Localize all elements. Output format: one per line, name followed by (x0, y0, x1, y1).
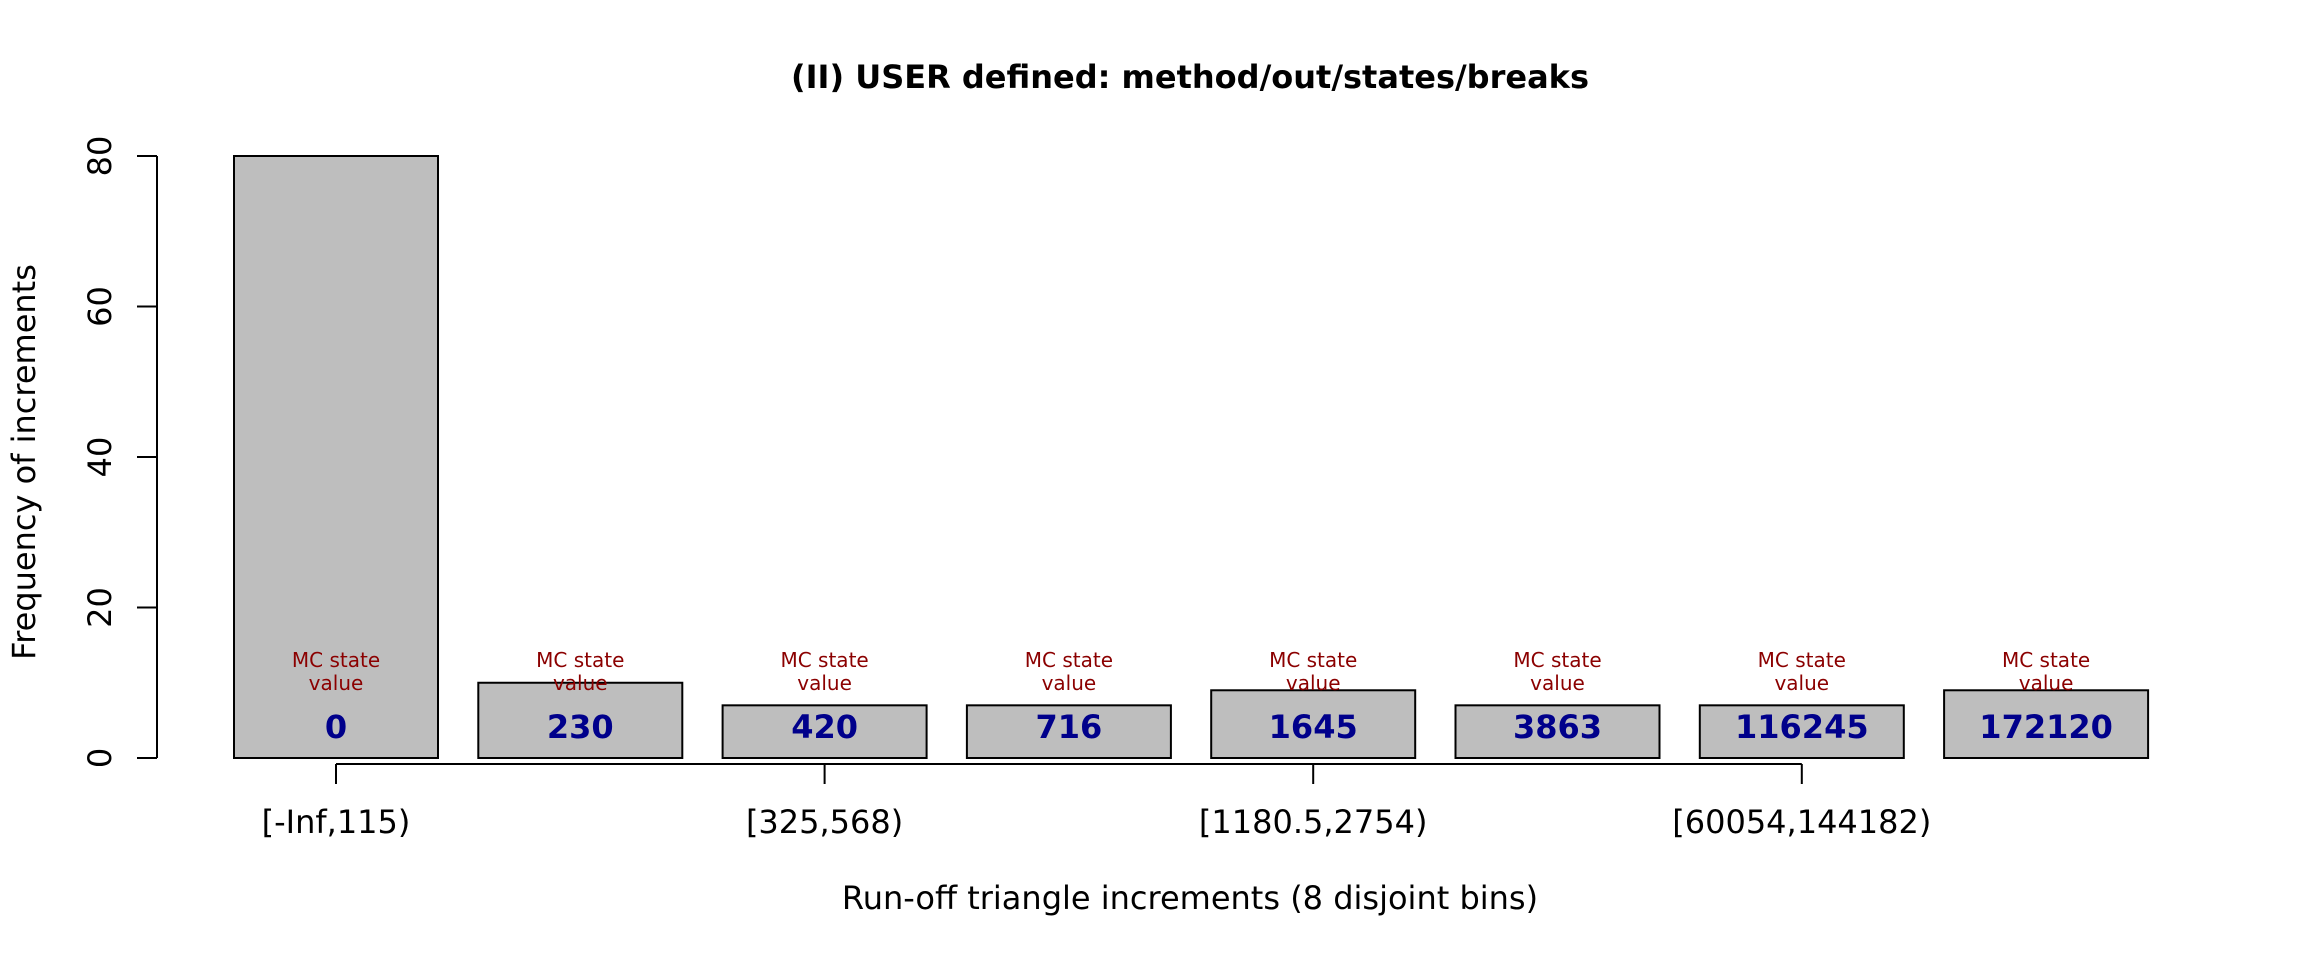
bar (1210, 689, 1417, 760)
y-axis: 0 20 40 60 80 (81, 136, 158, 768)
bar (721, 704, 928, 760)
x-tick-label: [60054,144182) (1672, 803, 1931, 841)
x-axis: [-Inf,115) [325,568) [1180.5,2754) [60054,1… (262, 763, 1931, 841)
bars-group (233, 155, 2150, 760)
state-value: 1645 (1269, 708, 1358, 746)
state-caption: MC state value (1025, 648, 1113, 695)
state-labels-group: MC state value 0 MC state value 230 MC state va… (292, 648, 2113, 746)
state-value: 716 (1036, 708, 1103, 746)
y-tick-label: 80 (81, 136, 119, 177)
state-value: 420 (791, 708, 858, 746)
bar (1454, 704, 1661, 760)
y-tick-label: 40 (81, 437, 119, 478)
bar (477, 681, 684, 759)
state-caption: MC state value (2002, 648, 2090, 695)
bar (233, 155, 439, 759)
chart-title: (II) USER defined: method/out/states/bre… (791, 58, 1589, 96)
state-caption: MC state value (1269, 648, 1357, 695)
bar (965, 704, 1172, 760)
bar (1943, 689, 2150, 760)
x-tick-label: [325,568) (746, 803, 903, 841)
state-caption: MC state value (780, 648, 868, 695)
state-caption: MC state value (536, 648, 624, 695)
x-tick-label: [1180.5,2754) (1199, 803, 1428, 841)
y-tick-label: 20 (81, 587, 119, 628)
y-tick-label: 60 (81, 286, 119, 327)
state-caption: MC state value (1513, 648, 1601, 695)
state-caption: MC state value (1758, 648, 1846, 695)
state-caption: MC state value (292, 648, 380, 695)
state-value: 230 (547, 708, 614, 746)
x-axis-label: Run-off triangle increments (8 disjoint … (842, 879, 1538, 917)
state-value: 172120 (1979, 708, 2113, 746)
x-tick-label: [-Inf,115) (262, 803, 411, 841)
state-value: 3863 (1513, 708, 1602, 746)
y-tick-label: 0 (81, 748, 119, 768)
state-value: 116245 (1735, 708, 1869, 746)
bar (1698, 704, 1905, 760)
y-axis-label: Frequency of increments (5, 264, 43, 660)
state-value: 0 (325, 708, 347, 746)
